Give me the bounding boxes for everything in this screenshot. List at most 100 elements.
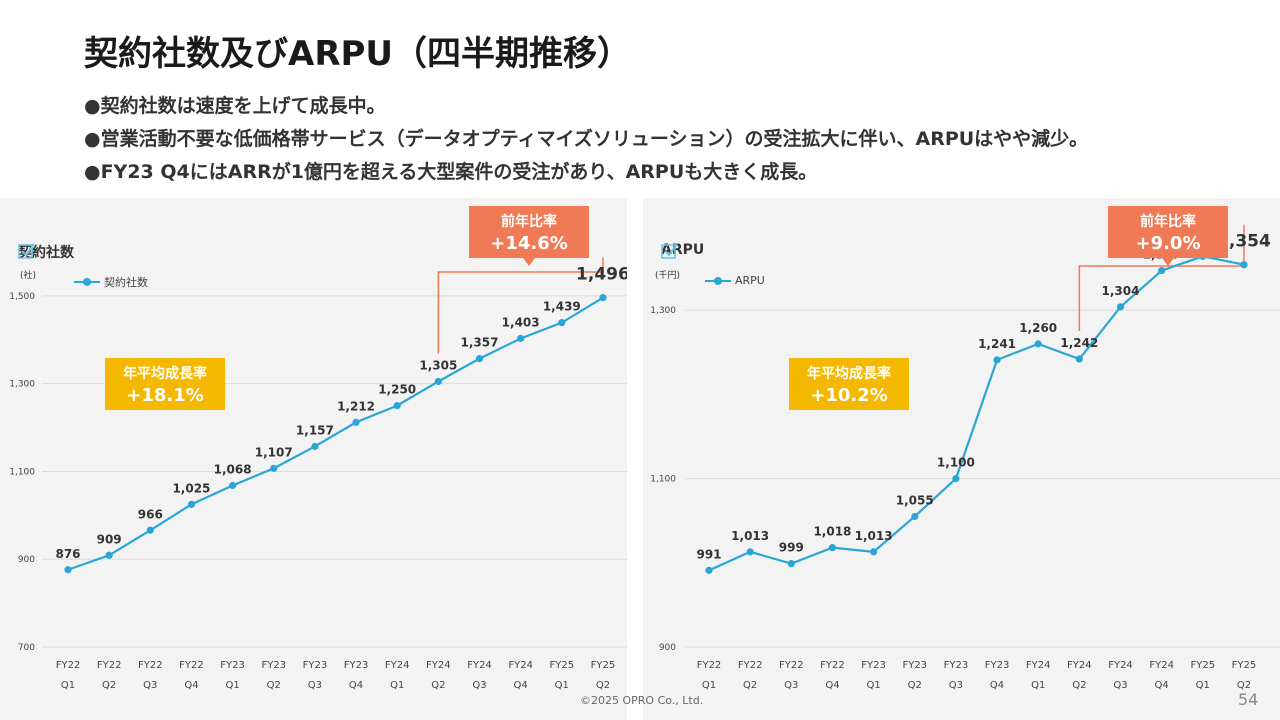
data-label: 876: [55, 547, 80, 561]
data-point: [187, 500, 196, 508]
data-point: [434, 377, 442, 386]
data-point: [705, 566, 713, 574]
contracts-yoy-box: 前年比率 +14.6%: [469, 206, 589, 266]
x-tick-label: FY22: [697, 660, 722, 671]
bullet-item: ●営業活動不要な低価格帯サービス（データオプティマイズソリューション）の受注拡大…: [84, 128, 1089, 150]
x-tick-label: Q4: [825, 680, 839, 691]
cagr-value: +18.1%: [126, 385, 204, 406]
bullet-list: ●契約社数は速度を上げて成長中。 ●営業活動不要な低価格帯サービス（データオプテ…: [84, 92, 1088, 191]
x-tick-label: FY24: [426, 660, 451, 671]
arpu-chart-title: ARPU: [661, 242, 705, 259]
yoy-label: 前年比率: [501, 214, 557, 230]
data-label: 1,496: [576, 265, 627, 285]
x-tick-label: FY25: [1232, 660, 1257, 671]
data-point: [911, 512, 919, 521]
arpu-unit-label: (千円): [655, 271, 681, 281]
data-point: [993, 356, 1001, 364]
x-tick-label: FY24: [508, 660, 533, 671]
x-tick-label: Q1: [1031, 680, 1045, 691]
data-label: 1,055: [896, 493, 934, 507]
x-tick-label: FY23: [985, 660, 1010, 671]
cagr-label: 年平均成長率: [807, 366, 891, 382]
x-tick-label: FY24: [1026, 660, 1051, 671]
yoy-bracket: [437, 257, 604, 354]
data-label: 1,250: [378, 383, 416, 397]
x-tick-label: Q3: [143, 680, 157, 691]
page-title: 契約社数及びARPU（四半期推移）: [84, 34, 632, 74]
x-tick-label: FY24: [467, 660, 492, 671]
data-label: 1,357: [461, 336, 499, 350]
legend-line-swatch: [74, 278, 100, 286]
yoy-label: 前年比率: [1140, 214, 1196, 230]
x-tick-label: Q1: [555, 680, 569, 691]
data-label: 1,018: [813, 525, 851, 539]
data-point: [393, 402, 401, 410]
x-tick-label: FY25: [550, 660, 575, 671]
data-label: 1,212: [337, 399, 375, 413]
x-tick-label: Q4: [1155, 680, 1169, 691]
x-tick-label: Q3: [949, 680, 963, 691]
y-tick-label: 700: [18, 643, 35, 653]
x-tick-label: FY22: [97, 660, 122, 671]
x-tick-label: FY23: [944, 660, 969, 671]
data-label: 966: [138, 507, 163, 521]
data-point: [311, 442, 319, 451]
x-tick-label: Q1: [702, 680, 716, 691]
x-tick-label: FY24: [1067, 660, 1092, 671]
x-tick-label: Q1: [866, 680, 880, 691]
x-tick-label: Q2: [1237, 680, 1251, 691]
arpu-cagr-box: 年平均成長率 +10.2%: [789, 358, 909, 410]
x-tick-label: FY23: [861, 660, 886, 671]
yoy-bracket: [1078, 224, 1245, 332]
data-label: 1,242: [1060, 336, 1098, 350]
data-point: [64, 566, 72, 574]
x-tick-label: Q3: [308, 680, 322, 691]
x-tick-label: FY23: [220, 660, 245, 671]
x-tick-label: Q2: [102, 680, 116, 691]
checkbox-icon: [661, 243, 678, 259]
data-point: [146, 526, 154, 534]
page-number: 54: [1238, 690, 1259, 709]
data-label: 1,025: [172, 481, 210, 495]
arpu-chart-title-text: ARPU: [661, 242, 705, 258]
x-tick-label: Q2: [908, 680, 922, 691]
x-tick-label: Q1: [390, 680, 404, 691]
x-tick-label: Q3: [472, 680, 486, 691]
y-tick-label: 900: [659, 643, 676, 653]
cagr-value: +10.2%: [810, 385, 888, 406]
data-label: 1,260: [1019, 321, 1057, 335]
copyright: ©2025 OPRO Co., Ltd.: [580, 694, 704, 707]
checkbox-icon: [18, 243, 35, 259]
series-line: [708, 255, 1245, 572]
contracts-unit-label: (社): [20, 271, 37, 281]
data-point: [1034, 340, 1042, 348]
contracts-line-chart: 700 900 1,100 1,300 1,500 FY22 Q1 FY22 Q2 FY22 Q3 F…: [9, 257, 627, 691]
legend-label: ARPU: [735, 274, 765, 287]
x-tick-label: FY23: [303, 660, 328, 671]
data-point: [746, 548, 754, 556]
x-tick-label: FY23: [344, 660, 369, 671]
y-tick-label: 1,300: [650, 306, 676, 316]
data-label: 999: [779, 541, 804, 555]
legend-label: 契約社数: [104, 276, 148, 289]
data-label: 1,107: [255, 445, 293, 459]
y-tick-label: 1,300: [9, 380, 35, 390]
arpu-chart-panel: 900 1,100 1,300 FY22 Q1 FY22 Q2 FY22 Q3 FY22 Q4 FY2…: [643, 198, 1280, 720]
y-tick-label: 1,100: [9, 467, 35, 477]
x-tick-label: FY24: [385, 660, 410, 671]
data-label: 1,403: [502, 315, 540, 329]
x-tick-label: Q1: [61, 680, 75, 691]
x-tick-label: Q4: [184, 680, 198, 691]
x-tick-label: FY23: [902, 660, 927, 671]
data-point: [517, 334, 525, 343]
x-tick-label: Q2: [267, 680, 281, 691]
data-label: 1,354: [1217, 232, 1271, 252]
data-label: 1,157: [296, 423, 334, 437]
x-tick-label: Q4: [990, 680, 1004, 691]
bullet-item: ●契約社数は速度を上げて成長中。: [84, 95, 386, 117]
arpu-yoy-box: 前年比率 +9.0%: [1108, 206, 1228, 266]
x-tick-label: FY22: [138, 660, 163, 671]
data-point: [1158, 267, 1166, 275]
data-label: 909: [97, 532, 122, 546]
x-tick-label: FY24: [1149, 660, 1174, 671]
